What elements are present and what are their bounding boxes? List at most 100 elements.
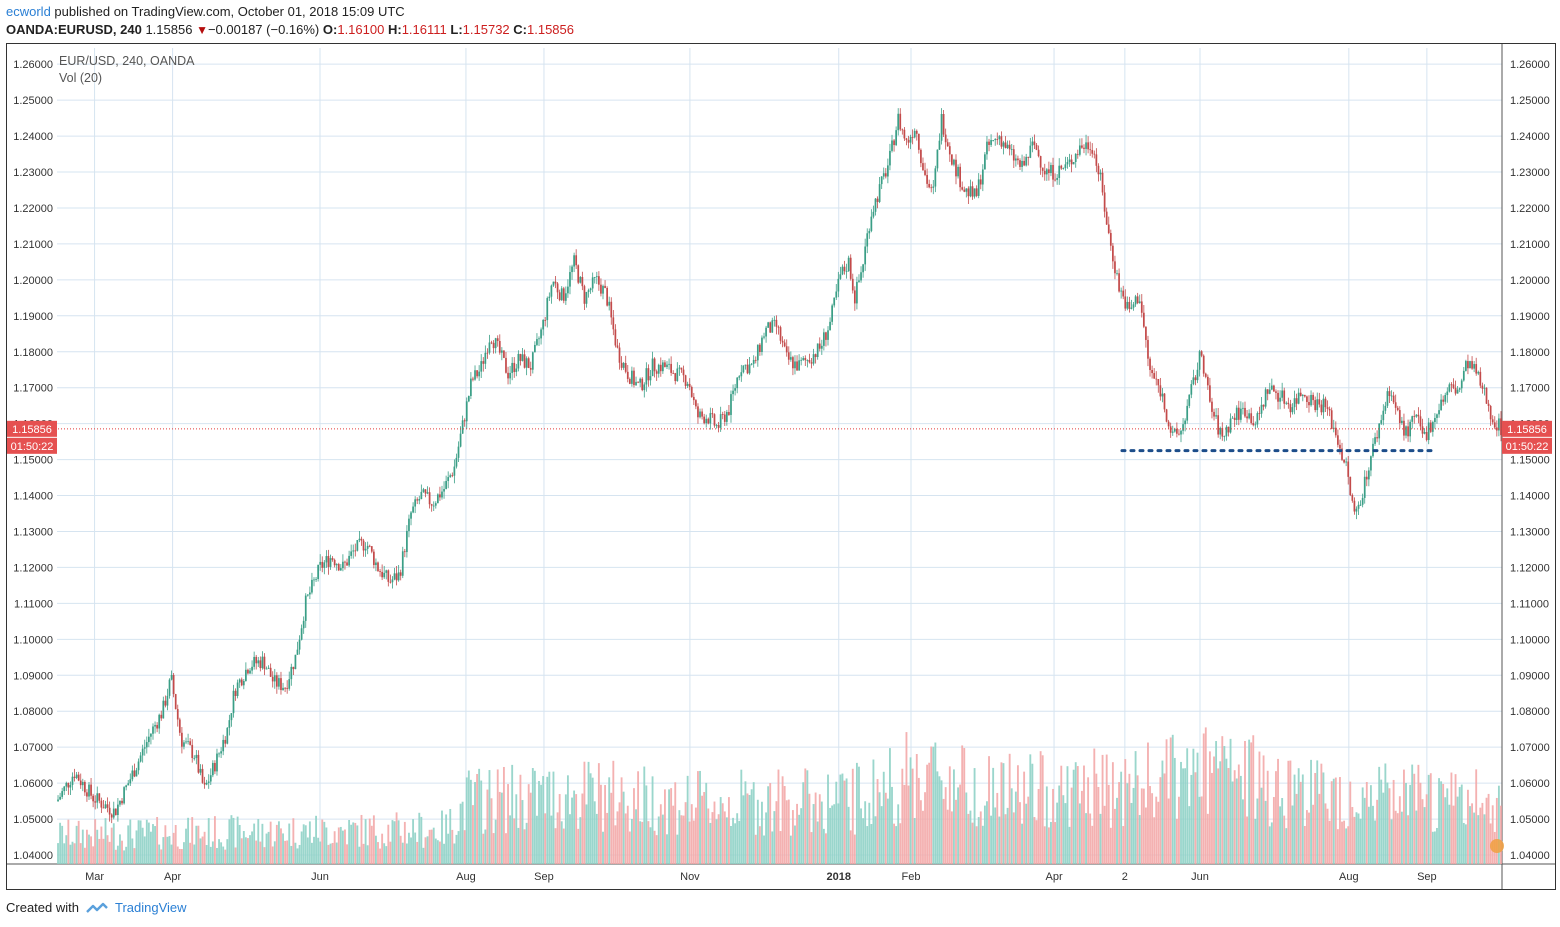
candle-body [127,783,130,786]
candle-body [1390,395,1393,397]
tradingview-link[interactable]: TradingView [114,900,187,915]
volume-bar [876,779,879,864]
candle-body [205,782,208,785]
volume-bar [137,820,140,864]
volume-bar [218,839,220,864]
volume-bar [195,825,198,864]
volume-bar [234,847,237,864]
candle-body [587,290,590,292]
volume-bar [509,815,512,864]
volume-bar [1334,777,1337,864]
volume-bar [1025,803,1028,864]
candle-body [977,179,980,196]
volume-bar [1186,748,1189,864]
candle-body [1434,417,1436,423]
candle-body [1200,351,1203,356]
volume-bar [395,812,398,864]
candle-body [500,350,503,353]
candle-body [633,370,635,386]
candle-body [635,381,637,386]
volume-bar [119,834,121,864]
candle-body [278,678,280,687]
candle-body [373,551,375,566]
volume-bar [1467,789,1469,864]
candle-body [944,134,947,143]
candle-body [1114,261,1116,274]
volume-bar [758,826,761,864]
candle-body [1221,427,1224,437]
volume-bar [597,763,600,864]
volume-bar [162,837,165,864]
candle-body [1041,167,1044,171]
candle-body [174,694,177,710]
volume-bar [290,845,293,864]
candle-body [1043,170,1046,175]
volume-bar [183,842,185,864]
volume-bar [680,815,683,864]
candle-body [467,396,470,402]
y-tick-label-left: 1.25000 [13,95,53,107]
volume-bar [1050,821,1052,864]
volume-bar [1293,774,1296,864]
candle-body [998,136,1001,140]
volume-bar [1213,756,1215,864]
author-link[interactable]: ecworld [6,4,51,19]
candle-body [1233,417,1236,420]
candle-body [1380,420,1383,424]
volume-bar [337,827,340,864]
volume-bar [57,843,59,864]
volume-bar [98,838,101,864]
candle-body [129,779,132,784]
chart-panel[interactable]: 1.04000 1.04000 1.05000 1.05000 1.06000 1.060… [6,43,1556,890]
y-tick-label-left: 1.24000 [13,131,53,143]
candle-body [317,564,319,580]
candle-body [837,278,840,292]
price-chart[interactable]: 1.04000 1.04000 1.05000 1.05000 1.06000 1.060… [7,44,1555,889]
volume-bar [1087,777,1090,864]
volume-bar [670,788,673,864]
volume-bar [1299,781,1302,864]
candle-body [1318,399,1321,405]
volume-bar [335,842,338,864]
candle-body [234,690,237,696]
candle-body [346,562,348,566]
y-tick-label-right: 1.19000 [1510,311,1550,323]
candle-body [1192,377,1195,385]
candle-body [686,383,689,386]
volume-bar [455,834,458,864]
volume-bar [108,841,111,864]
volume-bar [1107,784,1110,864]
countdown-badge-right [1502,437,1552,454]
candle-body [1444,395,1447,402]
candle-body [494,338,497,349]
candle-body [1376,437,1378,439]
volume-bar [538,781,540,864]
x-tick-label: Apr [1045,871,1062,883]
candle-body [1498,418,1500,431]
volume-bar [736,813,739,864]
candle-body [488,342,491,353]
volume-bar [348,820,351,864]
candle-body [1357,504,1360,509]
candle-body [1004,142,1007,148]
volume-bar [651,776,654,864]
candle-body [1332,427,1335,429]
candle-body [538,338,540,340]
candle-body [1431,422,1434,432]
volume-bar [286,840,289,864]
volume-bar [1058,785,1061,864]
candle-body [1287,402,1290,405]
volume-bar [641,821,644,864]
volume-bar [207,818,210,864]
volume-bar [174,825,177,864]
volume-bar [1161,760,1164,864]
candle-body [771,320,774,333]
volume-bar [761,801,763,864]
volume-bar [967,813,970,864]
candle-body [1295,398,1298,404]
candle-body [449,475,452,478]
volume-bar [1122,826,1125,864]
candle-body [406,530,408,553]
volume-bar [1237,764,1240,864]
volume-bar [664,789,666,864]
